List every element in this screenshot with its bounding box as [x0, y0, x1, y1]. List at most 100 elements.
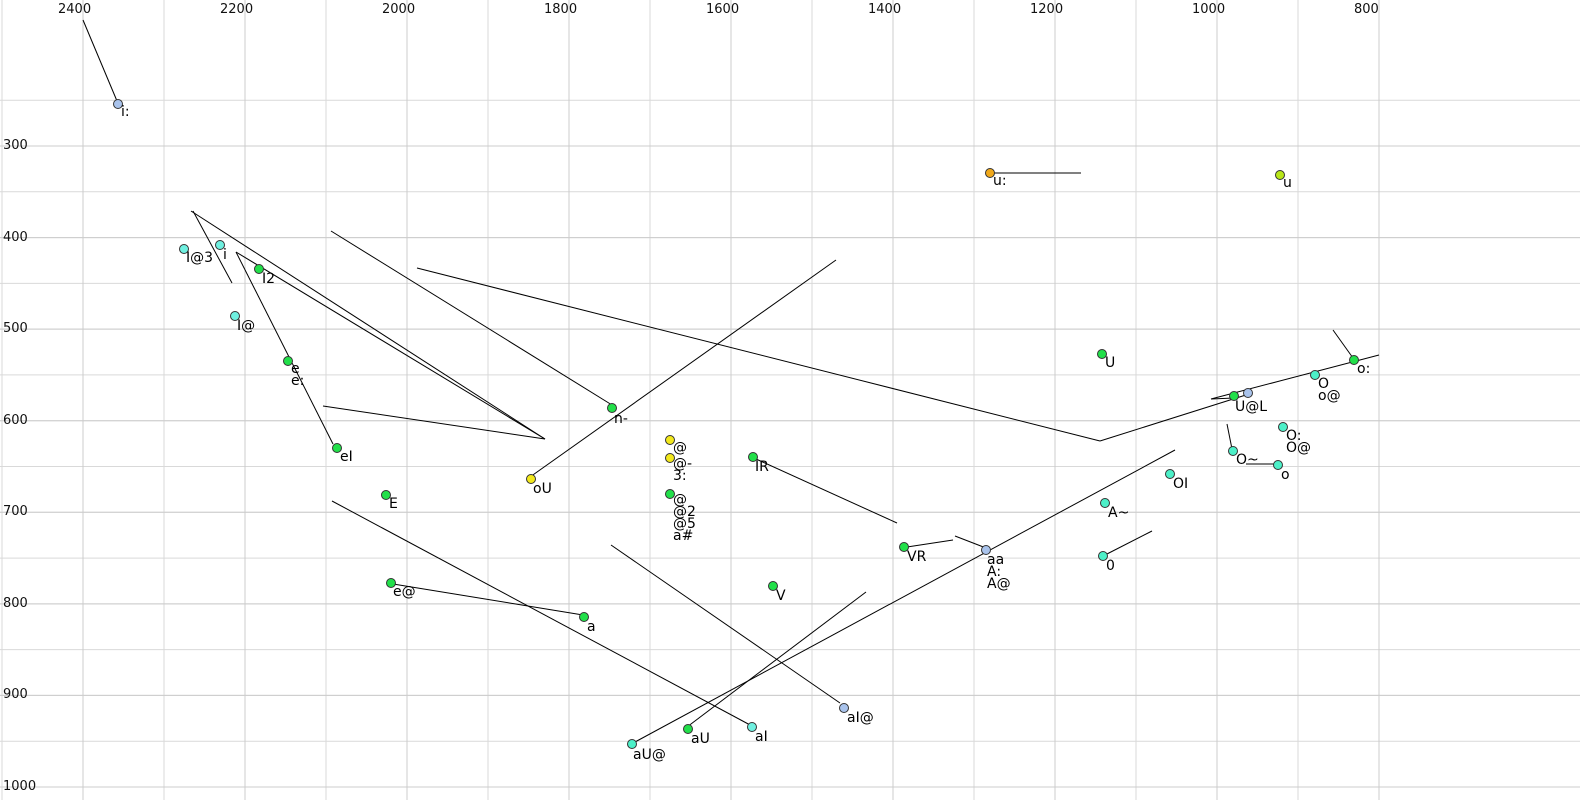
vowel-marker-dot[interactable] [1097, 349, 1107, 359]
point-leader-line [954, 535, 987, 549]
vowel-marker-dot[interactable] [283, 356, 293, 366]
vowel-marker-dot[interactable] [332, 443, 342, 453]
vowel-label-line: e [291, 361, 300, 377]
vowel-label: @- 3: [673, 456, 693, 484]
vowel-label-line: i: [121, 104, 130, 120]
vowel-label-line: U [1105, 355, 1116, 371]
x-axis-tick-label: 800 [1354, 2, 1379, 17]
vowel-label: e e: [291, 361, 304, 388]
connector-line [322, 405, 546, 440]
vowel-marker-dot[interactable] [113, 99, 123, 109]
vowel-marker-dot[interactable] [1165, 469, 1175, 479]
vowel-label: O~ [1236, 453, 1259, 467]
vowel-label-line: a# [673, 528, 694, 544]
vowel-marker-dot[interactable] [1100, 498, 1110, 508]
connector-line [634, 449, 1176, 743]
vowel-marker-dot[interactable] [1349, 355, 1359, 365]
connector-line [235, 251, 334, 445]
vowel-marker-dot[interactable] [1229, 391, 1239, 401]
vowel-label: E [389, 497, 398, 511]
x-axis-tick-label: 1800 [544, 2, 578, 17]
point-leader-line [1104, 530, 1153, 556]
vowel-label: o: [1357, 362, 1370, 376]
vowel-label: aI [755, 730, 768, 744]
vowel-label: I@3 [186, 251, 213, 265]
vowel-marker-dot[interactable] [1278, 422, 1288, 432]
vowel-label: aa A: A@ [987, 553, 1011, 591]
vowel-marker-dot[interactable] [1310, 370, 1320, 380]
vowel-label: i: [121, 104, 130, 120]
vowel-marker-dot[interactable] [1098, 551, 1108, 561]
vowel-marker-dot[interactable] [607, 403, 617, 413]
vowel-marker-dot[interactable] [665, 489, 675, 499]
vowel-marker-dot[interactable] [579, 612, 589, 622]
vowel-label-line: @- [673, 456, 693, 472]
vowel-label-line: u: [993, 173, 1007, 189]
vowel-label: aU@ [633, 747, 666, 763]
y-axis-tick-label: 800 [3, 595, 28, 611]
vowel-marker-dot[interactable] [526, 474, 536, 484]
connector-line [416, 267, 1101, 442]
vowel-marker-dot[interactable] [1243, 388, 1253, 398]
vowel-marker-dot[interactable] [386, 578, 396, 588]
vowel-label: a [587, 619, 596, 635]
vowel-label-line: 0 [1106, 558, 1115, 574]
connector-line [1099, 393, 1250, 442]
vowel-marker-dot[interactable] [981, 545, 991, 555]
vowel-marker-dot[interactable] [1228, 446, 1238, 456]
y-axis-tick-label: 1000 [3, 779, 37, 794]
x-axis-tick-label: 1400 [868, 2, 902, 17]
y-axis-tick-label: 600 [3, 412, 28, 428]
vowel-marker-dot[interactable] [899, 542, 909, 552]
y-axis-tick-label: 500 [3, 321, 28, 337]
vowel-label-line: oU [533, 481, 552, 497]
vowel-marker-dot[interactable] [179, 244, 189, 254]
vowel-marker-dot[interactable] [254, 264, 264, 274]
vowel-marker-dot[interactable] [381, 490, 391, 500]
vowel-label-line: O@ [1286, 440, 1312, 456]
vowel-marker-dot[interactable] [683, 724, 693, 734]
vowel-marker-dot[interactable] [985, 168, 995, 178]
vowel-marker-dot[interactable] [627, 739, 637, 749]
vowel-marker-dot[interactable] [665, 435, 675, 445]
connector-line [610, 544, 841, 704]
vowel-label-line: eI [340, 449, 353, 465]
vowel-marker-dot[interactable] [748, 452, 758, 462]
vowel-label: VR [907, 549, 927, 565]
x-axis-tick-label: 1600 [706, 2, 740, 17]
vowel-label-line: @ [673, 492, 687, 508]
vowel-label-line: aI@ [847, 710, 874, 726]
vowel-label-line: A: [987, 564, 1002, 580]
vowel-label-line: a [587, 619, 596, 635]
x-axis-tick-label: 2400 [58, 2, 92, 17]
vowel-label: I@ [237, 319, 255, 333]
vowel-label-line: aU@ [633, 747, 666, 763]
vowel-label: eI [340, 449, 353, 465]
vowel-marker-dot[interactable] [665, 453, 675, 463]
x-axis-tick-label: 1000 [1192, 2, 1226, 17]
vowel-marker-dot[interactable] [747, 722, 757, 732]
vowel-marker-dot[interactable] [839, 703, 849, 713]
vowel-label-line: e@ [393, 584, 416, 600]
vowel-label-line: 3: [673, 468, 687, 484]
point-leader-line [755, 458, 898, 524]
vowel-label-line: U@L [1235, 399, 1268, 415]
vowel-marker-dot[interactable] [230, 311, 240, 321]
vowel-label-line: u [1283, 175, 1292, 191]
point-leader-line [192, 210, 233, 284]
vowel-marker-dot[interactable] [1275, 170, 1285, 180]
vowel-label-line: V [776, 588, 786, 604]
vowel-label-line: IR [755, 459, 769, 475]
connector-line [386, 582, 584, 616]
vowel-marker-dot[interactable] [768, 581, 778, 591]
point-leader-line [82, 19, 118, 102]
vowel-label-line: A~ [1108, 505, 1130, 521]
vowel-marker-dot[interactable] [215, 240, 225, 250]
connector-line [190, 210, 546, 440]
vowel-label-line: VR [907, 549, 927, 565]
vowel-marker-dot[interactable] [1273, 460, 1283, 470]
connector-lines [190, 210, 1380, 743]
